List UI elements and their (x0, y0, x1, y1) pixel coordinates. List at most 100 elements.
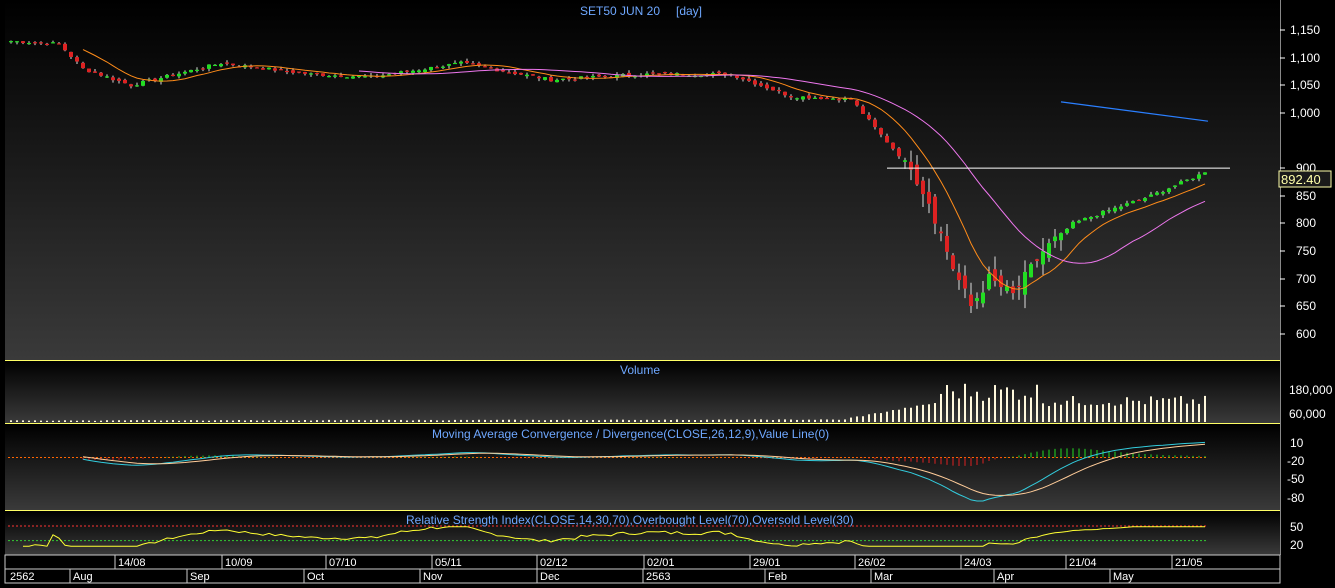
volume-bar (130, 420, 132, 422)
candle-body (255, 67, 259, 69)
volume-bar (760, 419, 762, 422)
volume-bar (634, 419, 636, 422)
candle-body (261, 68, 265, 70)
volume-bar (526, 419, 528, 422)
volume-tick-label: 60,000 (1289, 407, 1326, 421)
volume-bar (1156, 400, 1158, 422)
candle-body (843, 97, 847, 100)
candle-body (315, 73, 319, 75)
date-period-label: Sep (190, 571, 210, 583)
volume-bar (382, 420, 384, 422)
candle-body (945, 235, 949, 252)
volume-bar (1204, 395, 1206, 422)
candle-body (573, 79, 577, 81)
candle-body (51, 42, 55, 44)
candle-body (993, 269, 997, 281)
volume-bar (268, 420, 270, 422)
volume-bar (76, 420, 78, 422)
volume-bar (58, 420, 60, 422)
volume-bar (574, 419, 576, 422)
volume-bar (706, 419, 708, 422)
volume-bar (334, 420, 336, 422)
volume-bar (514, 419, 516, 422)
volume-bar (1084, 405, 1086, 422)
candle-body (399, 71, 403, 74)
date-period-label: Mar (874, 571, 893, 583)
volume-bar (958, 398, 960, 422)
volume-bar (160, 420, 162, 422)
date-day-label: 02/12 (540, 557, 568, 569)
candle-body (561, 78, 565, 80)
candle-body (357, 75, 361, 78)
volume-bar (994, 385, 996, 422)
candle-body (735, 75, 739, 78)
candle-body (567, 78, 571, 80)
volume-bar (1060, 404, 1062, 422)
candle-body (105, 76, 109, 78)
candle-body (651, 72, 655, 74)
volume-bar (424, 420, 426, 422)
volume-bar (1006, 387, 1008, 422)
candle-body (1173, 185, 1177, 187)
volume-bar (28, 420, 30, 422)
date-period-label: Dec (540, 571, 560, 583)
date-period-labels: 2562 Aug Sep Oct Nov Dec 2563 Feb Mar Ap… (10, 569, 1134, 583)
volume-bar (832, 419, 834, 422)
volume-bar (1030, 397, 1032, 422)
candle-body (111, 77, 115, 81)
date-day-label: 24/03 (964, 557, 992, 569)
volume-bar (52, 420, 54, 422)
volume-bar (982, 400, 984, 422)
candle-body (141, 80, 145, 86)
rsi-axis: 50 20 (1290, 520, 1304, 552)
candle-body (1161, 192, 1165, 194)
volume-bar (862, 416, 864, 422)
volume-bar (22, 420, 24, 422)
candle-body (297, 71, 301, 73)
volume-bar (400, 419, 402, 422)
volume-bar (784, 419, 786, 422)
candle-body (1053, 236, 1057, 242)
volume-bar (562, 419, 564, 422)
volume-bar (1150, 396, 1152, 422)
volume-bar (616, 419, 618, 422)
candle-body (1119, 206, 1123, 210)
volume-bar (448, 420, 450, 422)
macd-tick-label: -80 (1287, 491, 1305, 505)
volume-bar (700, 420, 702, 422)
volume-bar (1114, 405, 1116, 422)
volume-bar (916, 405, 918, 422)
volume-bar (952, 391, 954, 422)
candle-body (819, 96, 823, 100)
volume-bar (814, 419, 816, 422)
candle-body (1089, 217, 1093, 219)
date-day-label: 21/05 (1175, 557, 1203, 569)
volume-bar (70, 420, 72, 422)
volume-title: Volume (620, 363, 660, 377)
volume-bar (46, 420, 48, 422)
price-tick-label: 850 (1296, 189, 1316, 203)
volume-bar (1024, 395, 1026, 422)
candle-body (291, 70, 295, 73)
candle-body (759, 83, 763, 86)
candle-body (321, 73, 325, 76)
volume-bar (196, 420, 198, 422)
volume-bar (844, 419, 846, 422)
volume-bar (1180, 396, 1182, 422)
volume-bar (418, 419, 420, 422)
volume-bar (940, 393, 942, 422)
candle-body (273, 68, 277, 71)
candle-body (795, 98, 799, 100)
volume-bar (538, 420, 540, 422)
price-tick-label: 750 (1296, 244, 1316, 258)
volume-bar (724, 419, 726, 422)
volume-bar (184, 420, 186, 422)
volume-bar (472, 420, 474, 422)
candle-body (837, 99, 841, 101)
volume-bar (820, 419, 822, 422)
candle-body (783, 91, 787, 96)
volume-bar (802, 419, 804, 422)
volume-bar (172, 420, 174, 422)
volume-bar (1198, 403, 1200, 422)
volume-bar (64, 420, 66, 422)
